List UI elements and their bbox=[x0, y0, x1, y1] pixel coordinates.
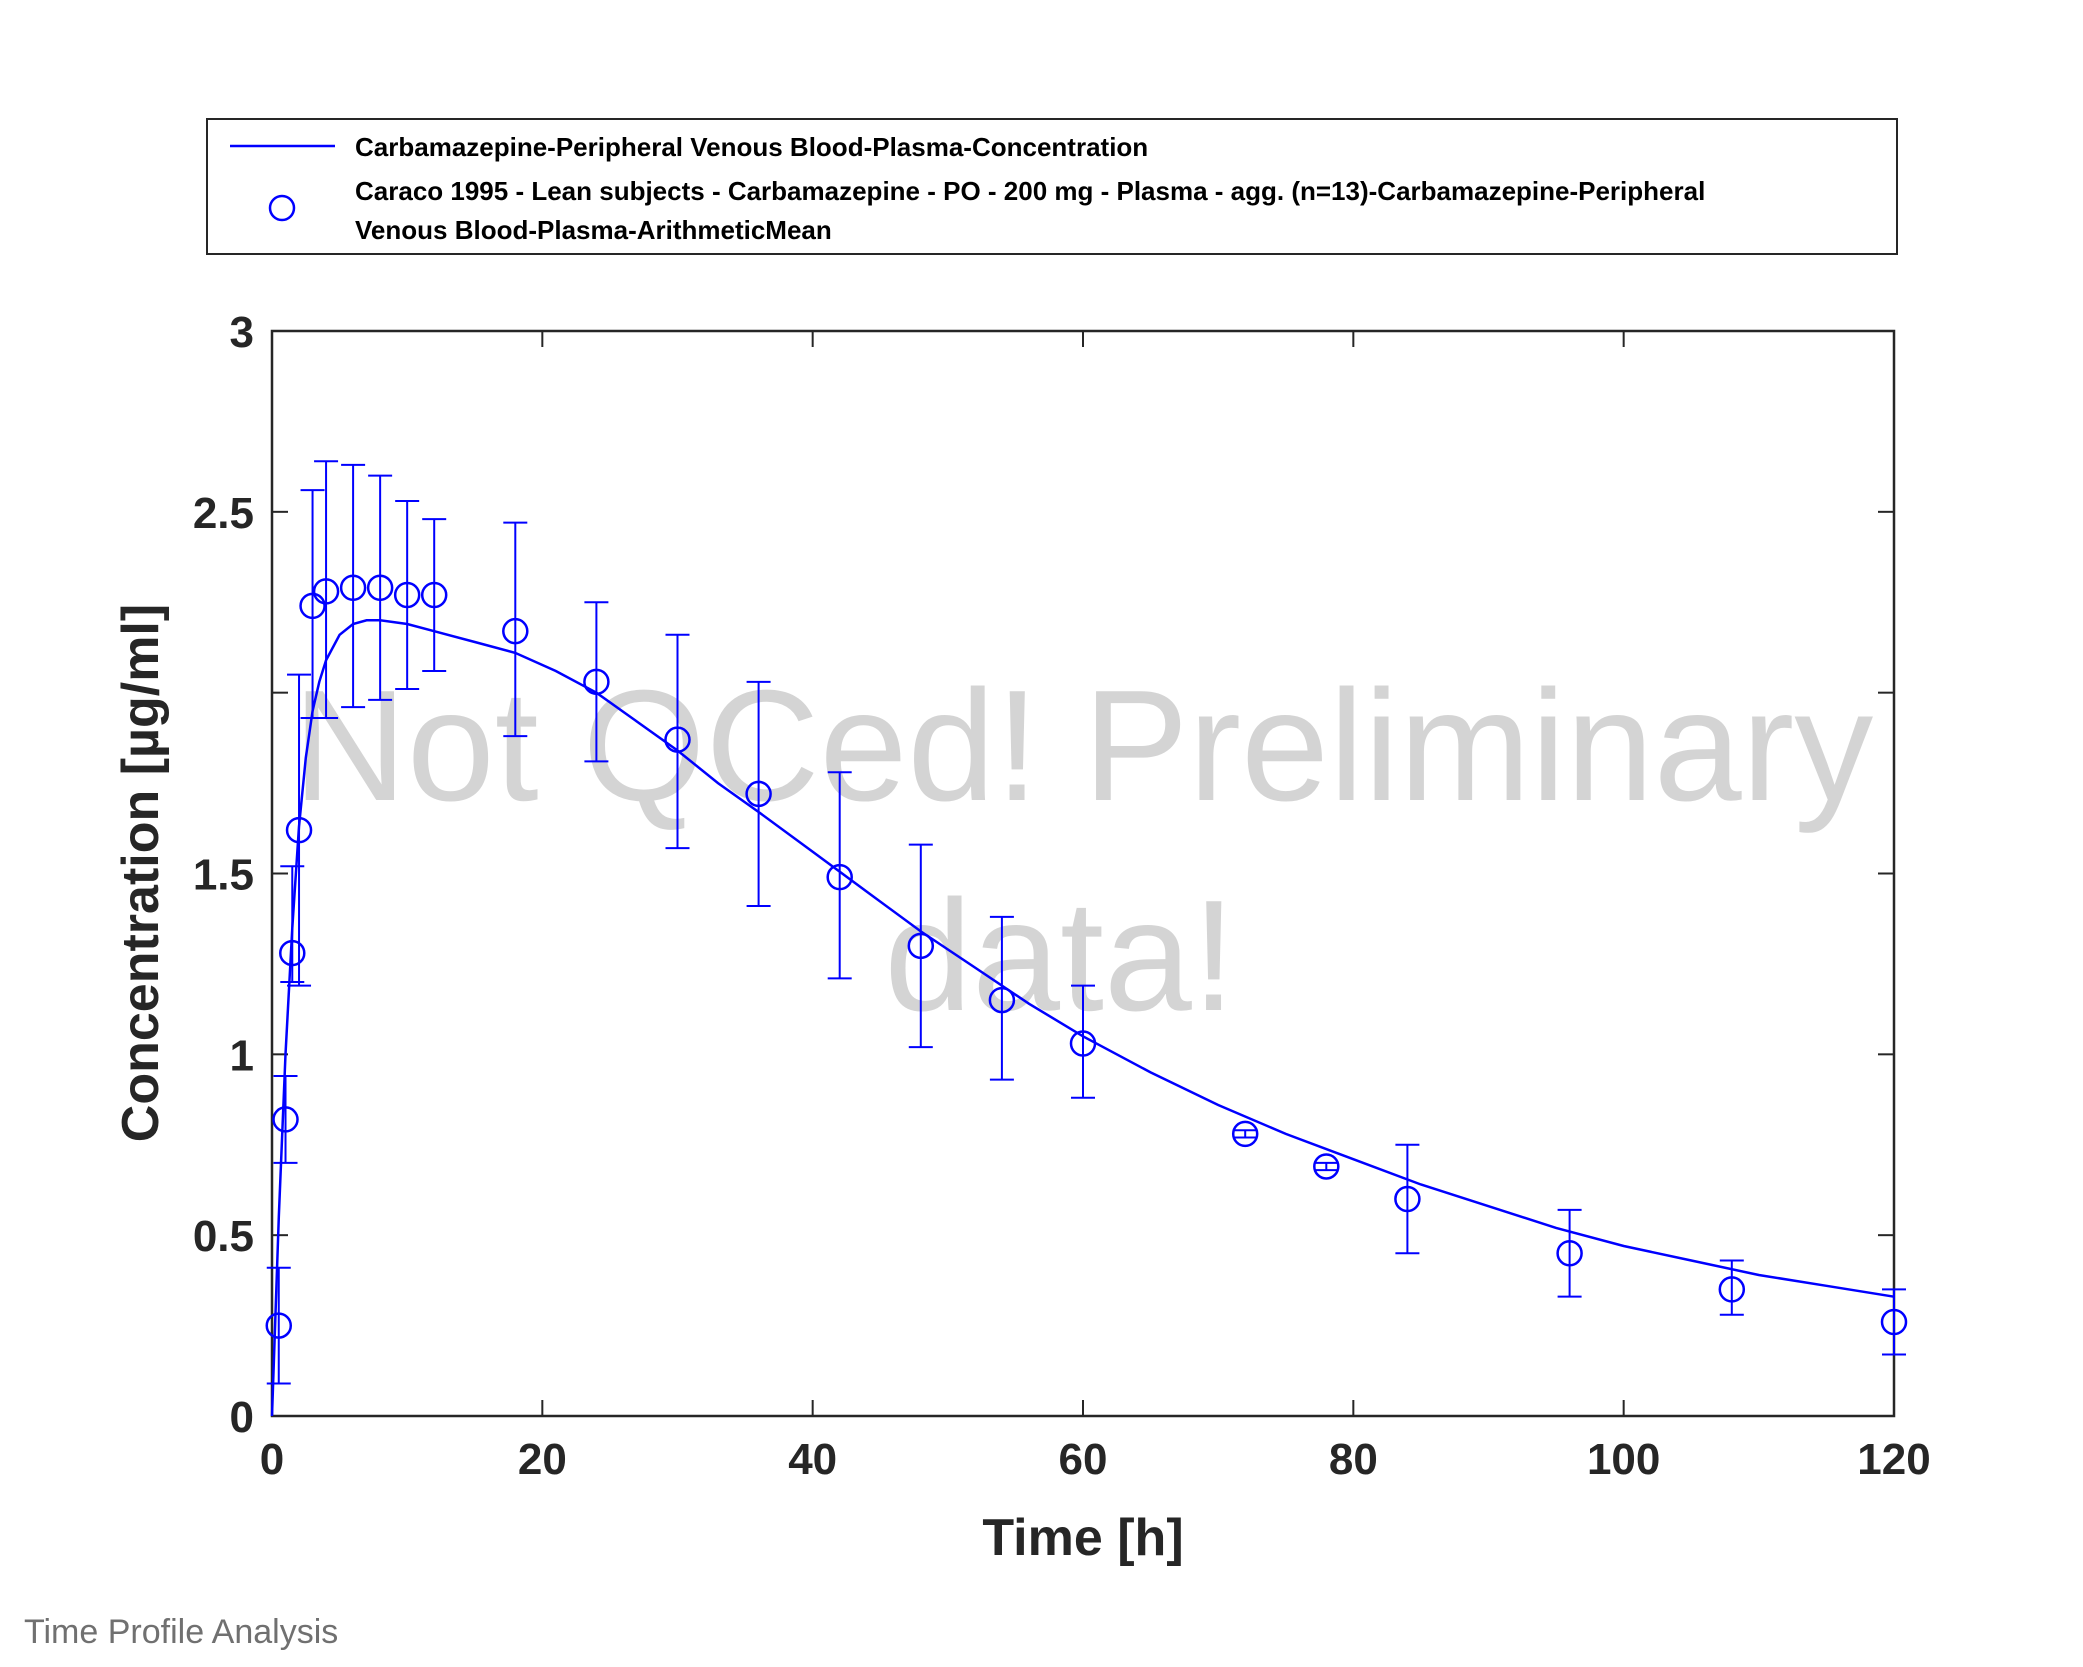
y-tick-label: 0 bbox=[230, 1393, 254, 1442]
axis-tick-labels: 0 20 40 60 80 100 120 0 0.5 1 1.5 2.5 3 bbox=[193, 308, 1931, 1484]
x-tick-label: 100 bbox=[1587, 1435, 1660, 1484]
observed-data-point bbox=[420, 581, 448, 609]
legend-label-observed-line2: Venous Blood-Plasma-ArithmeticMean bbox=[355, 215, 832, 245]
x-axis-label: Time [h] bbox=[982, 1509, 1183, 1567]
observed-data-point bbox=[583, 668, 610, 696]
legend-label-observed-line1: Caraco 1995 - Lean subjects - Carbamazep… bbox=[355, 176, 1705, 206]
observed-data-point bbox=[285, 816, 313, 844]
observed-data-point bbox=[1394, 1185, 1421, 1213]
watermark-line2: data! bbox=[884, 868, 1235, 1044]
observed-data-point bbox=[272, 1106, 299, 1133]
observed-data-point bbox=[745, 780, 772, 808]
legend-label-simulation: Carbamazepine-Peripheral Venous Blood-Pl… bbox=[355, 132, 1148, 162]
x-tick-label: 40 bbox=[788, 1435, 837, 1484]
observed-data-point bbox=[1313, 1153, 1340, 1180]
observed-data-point bbox=[1880, 1308, 1908, 1336]
observed-data-point bbox=[366, 574, 394, 602]
observed-data-point bbox=[279, 939, 306, 967]
x-tick-label: 120 bbox=[1857, 1435, 1930, 1484]
y-axis-label: Concentration [µg/ml] bbox=[112, 604, 170, 1142]
observed-data-point bbox=[502, 617, 529, 645]
y-tick-label: 1 bbox=[230, 1031, 254, 1080]
observed-data-point bbox=[1556, 1240, 1583, 1267]
observed-data-point bbox=[1718, 1276, 1746, 1303]
x-tick-label: 60 bbox=[1059, 1435, 1108, 1484]
legend: Carbamazepine-Peripheral Venous Blood-Pl… bbox=[206, 118, 1898, 255]
x-tick-label: 80 bbox=[1329, 1435, 1378, 1484]
observed-data-point bbox=[393, 581, 421, 609]
footer-label: Time Profile Analysis bbox=[24, 1613, 338, 1651]
y-tick-label: 2.5 bbox=[193, 489, 254, 538]
x-tick-label: 20 bbox=[518, 1435, 567, 1484]
observed-data-point bbox=[1231, 1120, 1259, 1148]
y-tick-label: 0.5 bbox=[193, 1212, 254, 1261]
observed-data-point bbox=[299, 592, 326, 620]
legend-box bbox=[206, 118, 1898, 255]
observed-data-point bbox=[826, 863, 853, 891]
series-layer bbox=[265, 460, 1908, 1417]
observed-data-point bbox=[265, 1312, 293, 1339]
observed-data-point bbox=[339, 574, 367, 602]
y-tick-label: 3 bbox=[230, 308, 254, 357]
observed-data-point bbox=[664, 726, 691, 753]
observed-data-point bbox=[1069, 1030, 1097, 1057]
observed-data-point bbox=[312, 578, 340, 605]
x-tick-label: 0 bbox=[260, 1435, 284, 1484]
legend-circle-swatch bbox=[268, 194, 296, 222]
watermark-line1: Not QCed! Preliminary bbox=[293, 658, 1873, 834]
plot-area bbox=[270, 329, 1896, 1418]
observed-data-point bbox=[988, 986, 1016, 1014]
y-tick-label: 1.5 bbox=[193, 851, 254, 900]
observed-data-point bbox=[907, 932, 935, 960]
